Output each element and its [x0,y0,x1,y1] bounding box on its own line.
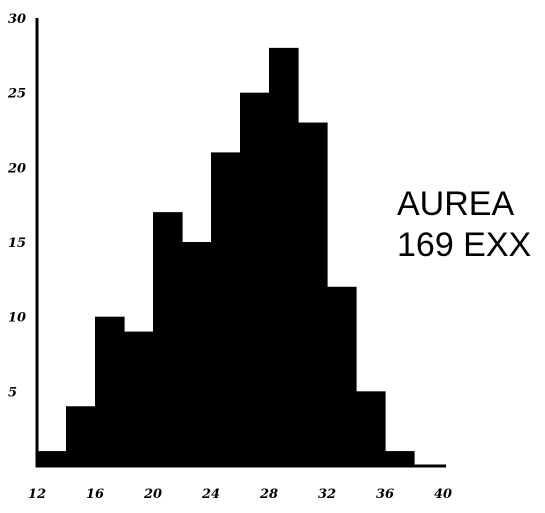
histogram-bar [385,451,415,466]
y-tick-label: 25 [7,87,26,102]
histogram-bar [327,286,357,466]
histogram-bar [211,152,241,466]
x-tick-label: 28 [259,487,278,502]
y-tick-label: 15 [8,236,26,251]
x-tick-label: 16 [86,487,104,502]
x-tick-label: 40 [434,487,452,502]
annotation-line-1: AUREA [397,185,514,223]
histogram-bar [37,451,67,466]
histogram-bar [298,122,328,467]
histogram-bar [240,92,270,467]
axis-lines [35,18,446,468]
histogram-bar [124,331,154,466]
y-tick-label: 10 [8,311,26,326]
x-tick-label: 24 [201,487,220,502]
x-tick-label: 12 [28,487,46,502]
histogram-bar [95,316,125,466]
x-tick-labels: 12 16 20 24 28 32 36 40 [28,487,452,502]
y-tick-label: 30 [8,12,26,27]
x-tick-label: 32 [318,487,336,502]
histogram-bar [269,47,299,466]
histogram-bar [153,212,183,466]
x-tick-label: 20 [143,487,162,502]
annotation-line-2: 169 EXX [397,226,531,264]
y-tick-label: 20 [7,161,26,176]
x-tick-label: 36 [376,487,394,502]
bars-group [37,47,415,467]
y-tick-label: 5 [8,385,17,400]
histogram-bar [66,406,96,466]
histogram-bar [182,242,212,466]
y-tick-labels: 5 10 15 20 25 30 [7,12,26,400]
histogram-bar [356,391,386,466]
